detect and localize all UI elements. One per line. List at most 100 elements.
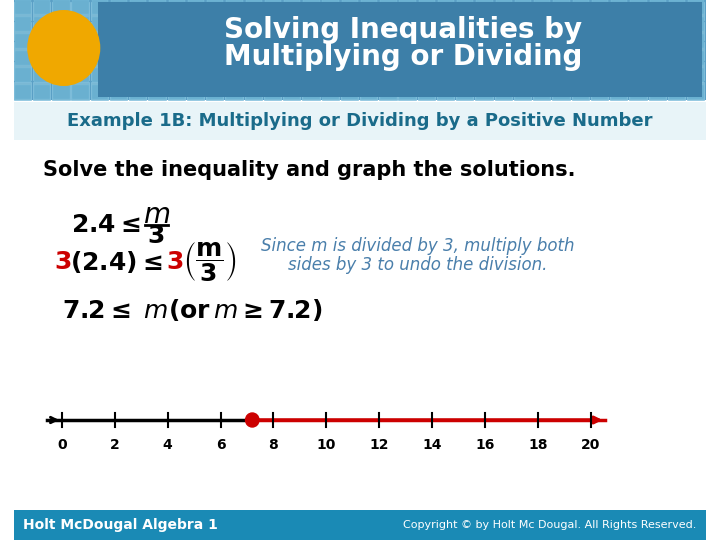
- Bar: [149, 68, 166, 82]
- Bar: [534, 51, 550, 65]
- Bar: [400, 85, 415, 99]
- Bar: [53, 42, 70, 60]
- Bar: [284, 17, 300, 31]
- Circle shape: [27, 10, 100, 86]
- Bar: [265, 34, 281, 48]
- Bar: [322, 62, 339, 80]
- Bar: [226, 85, 243, 99]
- Bar: [361, 51, 377, 65]
- Bar: [361, 0, 377, 14]
- Bar: [14, 51, 31, 65]
- Bar: [265, 85, 281, 99]
- Bar: [360, 2, 377, 20]
- Bar: [554, 17, 570, 31]
- Bar: [226, 68, 243, 82]
- Bar: [514, 42, 531, 60]
- Bar: [33, 22, 50, 40]
- Bar: [71, 82, 89, 100]
- Bar: [53, 62, 70, 80]
- Bar: [400, 68, 415, 82]
- Bar: [629, 22, 647, 40]
- Bar: [168, 68, 185, 82]
- Bar: [246, 0, 262, 14]
- Bar: [649, 85, 666, 99]
- Bar: [591, 22, 608, 40]
- Bar: [148, 2, 166, 20]
- Bar: [360, 62, 377, 80]
- Bar: [630, 0, 647, 14]
- Bar: [188, 34, 204, 48]
- Bar: [302, 62, 320, 80]
- Bar: [168, 62, 185, 80]
- Bar: [91, 62, 108, 80]
- Bar: [149, 85, 166, 99]
- Text: $\mathbf{3}$: $\mathbf{3}$: [54, 250, 71, 274]
- Bar: [302, 82, 320, 100]
- Bar: [457, 0, 474, 14]
- Bar: [110, 62, 127, 80]
- Bar: [188, 17, 204, 31]
- Bar: [437, 82, 454, 100]
- Bar: [34, 0, 50, 14]
- Bar: [438, 34, 454, 48]
- Bar: [265, 17, 281, 31]
- Bar: [361, 17, 377, 31]
- Bar: [168, 34, 185, 48]
- Bar: [225, 42, 243, 60]
- Bar: [168, 22, 185, 40]
- Bar: [669, 17, 685, 31]
- Bar: [515, 17, 531, 31]
- Bar: [380, 51, 397, 65]
- Bar: [14, 2, 31, 20]
- Bar: [71, 22, 89, 40]
- Bar: [14, 82, 31, 100]
- Bar: [380, 17, 397, 31]
- Text: 14: 14: [423, 438, 442, 452]
- Bar: [572, 62, 589, 80]
- Bar: [610, 82, 627, 100]
- Bar: [495, 22, 512, 40]
- Text: 16: 16: [475, 438, 495, 452]
- Bar: [629, 2, 647, 20]
- Bar: [515, 85, 531, 99]
- Bar: [91, 42, 108, 60]
- Bar: [649, 2, 666, 20]
- Bar: [495, 17, 512, 31]
- Bar: [71, 62, 89, 80]
- Bar: [572, 22, 589, 40]
- Bar: [188, 85, 204, 99]
- Bar: [73, 68, 89, 82]
- Bar: [302, 42, 320, 60]
- Bar: [591, 62, 608, 80]
- Bar: [226, 17, 243, 31]
- Bar: [572, 2, 589, 20]
- Bar: [303, 85, 320, 99]
- Bar: [477, 0, 492, 14]
- Bar: [149, 0, 166, 14]
- Bar: [554, 85, 570, 99]
- Bar: [380, 0, 397, 14]
- Text: 6: 6: [216, 438, 225, 452]
- Bar: [361, 34, 377, 48]
- Bar: [515, 68, 531, 82]
- Bar: [649, 51, 666, 65]
- Bar: [552, 2, 570, 20]
- Bar: [225, 22, 243, 40]
- Bar: [649, 82, 666, 100]
- Bar: [283, 42, 300, 60]
- Bar: [129, 2, 146, 20]
- Bar: [514, 22, 531, 40]
- Bar: [341, 2, 358, 20]
- Bar: [418, 62, 435, 80]
- Bar: [533, 2, 550, 20]
- Bar: [99, 2, 703, 97]
- Bar: [457, 85, 474, 99]
- Bar: [572, 17, 589, 31]
- Bar: [149, 34, 166, 48]
- Bar: [148, 22, 166, 40]
- Bar: [91, 68, 108, 82]
- Bar: [34, 85, 50, 99]
- Bar: [111, 34, 127, 48]
- Bar: [495, 62, 512, 80]
- Bar: [148, 62, 166, 80]
